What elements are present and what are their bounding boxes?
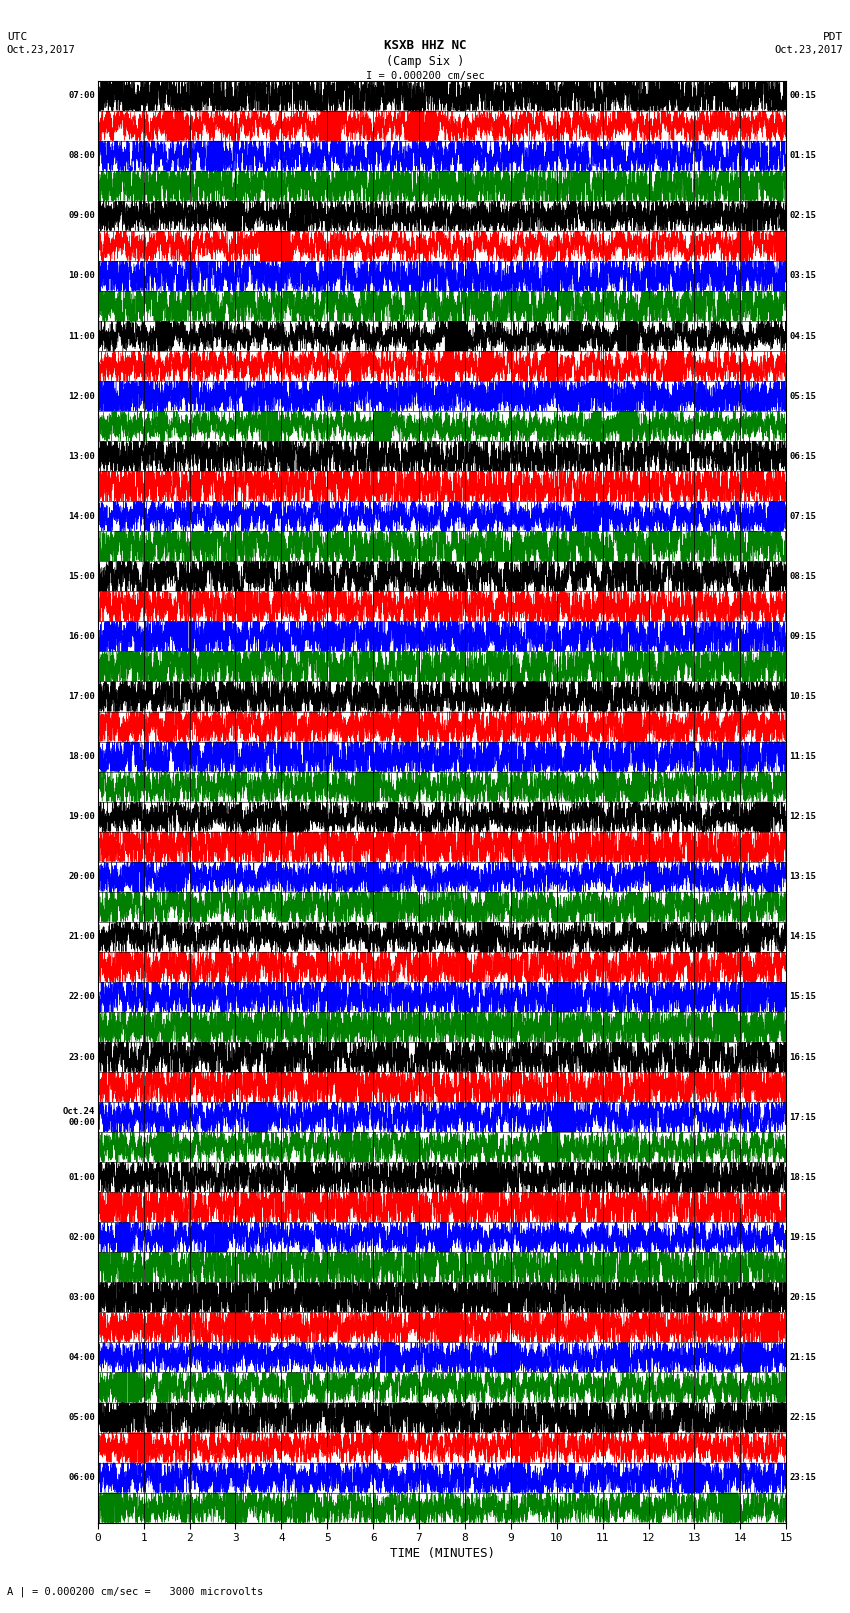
Text: 05:00: 05:00 — [68, 1413, 95, 1423]
Text: 20:15: 20:15 — [789, 1294, 816, 1302]
Text: 17:15: 17:15 — [789, 1113, 816, 1121]
Text: 17:00: 17:00 — [68, 692, 95, 702]
Text: 00:15: 00:15 — [789, 92, 816, 100]
Text: 23:00: 23:00 — [68, 1053, 95, 1061]
Text: A | = 0.000200 cm/sec =   3000 microvolts: A | = 0.000200 cm/sec = 3000 microvolts — [7, 1586, 263, 1597]
Text: 06:00: 06:00 — [68, 1473, 95, 1482]
Text: 21:00: 21:00 — [68, 932, 95, 942]
Text: 21:15: 21:15 — [789, 1353, 816, 1361]
Text: 11:00: 11:00 — [68, 332, 95, 340]
Text: 08:00: 08:00 — [68, 152, 95, 160]
Text: Oct.23,2017: Oct.23,2017 — [774, 45, 843, 55]
Text: 02:15: 02:15 — [789, 211, 816, 221]
Text: I = 0.000200 cm/sec: I = 0.000200 cm/sec — [366, 71, 484, 81]
Text: 01:15: 01:15 — [789, 152, 816, 160]
Text: 19:15: 19:15 — [789, 1232, 816, 1242]
Text: 04:00: 04:00 — [68, 1353, 95, 1361]
Text: PDT: PDT — [823, 32, 843, 42]
Text: (Camp Six ): (Camp Six ) — [386, 55, 464, 68]
Text: Oct.24
00:00: Oct.24 00:00 — [63, 1108, 95, 1127]
Text: 03:00: 03:00 — [68, 1294, 95, 1302]
Text: 14:00: 14:00 — [68, 511, 95, 521]
Text: Oct.23,2017: Oct.23,2017 — [7, 45, 76, 55]
Text: 22:00: 22:00 — [68, 992, 95, 1002]
Text: 04:15: 04:15 — [789, 332, 816, 340]
Text: 08:15: 08:15 — [789, 573, 816, 581]
Text: 16:00: 16:00 — [68, 632, 95, 640]
Text: 09:15: 09:15 — [789, 632, 816, 640]
Text: 06:15: 06:15 — [789, 452, 816, 461]
Text: 20:00: 20:00 — [68, 873, 95, 881]
Text: 09:00: 09:00 — [68, 211, 95, 221]
Text: 13:15: 13:15 — [789, 873, 816, 881]
Text: 05:15: 05:15 — [789, 392, 816, 400]
Text: 14:15: 14:15 — [789, 932, 816, 942]
Text: 12:00: 12:00 — [68, 392, 95, 400]
Text: 16:15: 16:15 — [789, 1053, 816, 1061]
Text: 19:00: 19:00 — [68, 813, 95, 821]
Text: 07:00: 07:00 — [68, 92, 95, 100]
Text: 23:15: 23:15 — [789, 1473, 816, 1482]
Text: 18:15: 18:15 — [789, 1173, 816, 1182]
Text: 03:15: 03:15 — [789, 271, 816, 281]
Text: 07:15: 07:15 — [789, 511, 816, 521]
Text: KSXB HHZ NC: KSXB HHZ NC — [383, 39, 467, 52]
Text: 15:15: 15:15 — [789, 992, 816, 1002]
Text: 15:00: 15:00 — [68, 573, 95, 581]
Text: 12:15: 12:15 — [789, 813, 816, 821]
Text: 18:00: 18:00 — [68, 752, 95, 761]
Text: 11:15: 11:15 — [789, 752, 816, 761]
Text: 10:00: 10:00 — [68, 271, 95, 281]
Text: 01:00: 01:00 — [68, 1173, 95, 1182]
Text: 02:00: 02:00 — [68, 1232, 95, 1242]
Text: 22:15: 22:15 — [789, 1413, 816, 1423]
Text: UTC: UTC — [7, 32, 27, 42]
X-axis label: TIME (MINUTES): TIME (MINUTES) — [389, 1547, 495, 1560]
Text: 13:00: 13:00 — [68, 452, 95, 461]
Text: 10:15: 10:15 — [789, 692, 816, 702]
